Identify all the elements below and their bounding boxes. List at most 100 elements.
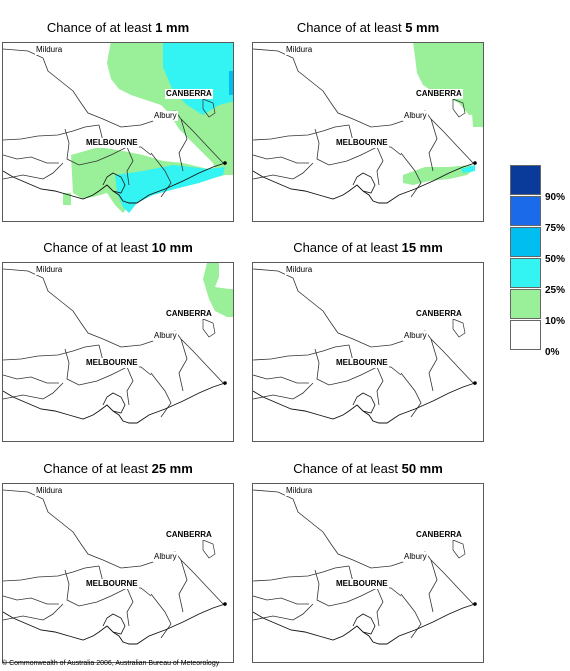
gabo-island-marker [473, 381, 477, 385]
legend-swatch-0 [510, 320, 541, 350]
city-label-canberra: CANBERRA [415, 89, 463, 99]
district-border [253, 489, 476, 607]
district-border [253, 344, 350, 361]
district-border [3, 268, 226, 386]
district-border [3, 603, 64, 621]
legend-swatch-25 [510, 258, 541, 288]
district-border [376, 366, 384, 406]
city-label-mildura: Mildura [285, 265, 314, 275]
coastline [253, 603, 476, 645]
city-label-canberra: CANBERRA [165, 530, 213, 540]
gabo-island-marker [223, 381, 227, 385]
district-border [253, 565, 350, 582]
district-border [428, 118, 438, 172]
city-label-canberra: CANBERRA [415, 309, 463, 319]
district-border [428, 559, 438, 613]
district-border [3, 48, 226, 166]
district-border [3, 489, 226, 607]
port-phillip-bay [352, 172, 376, 194]
district-border [3, 124, 100, 141]
city-label-canberra: CANBERRA [415, 530, 463, 540]
coastline [3, 382, 226, 424]
act-border [452, 539, 466, 559]
gabo-island-marker [223, 161, 227, 165]
port-phillip-bay [352, 613, 376, 635]
city-label-albury: Albury [153, 552, 178, 562]
gabo-island-marker [473, 602, 477, 606]
forecast-map: Mildura CANBERRA Albury MELBOURNE [2, 42, 234, 222]
panel-title: Chance of at least 1 mm [46, 20, 190, 35]
legend-swatch-50 [510, 227, 541, 257]
act-border [202, 318, 216, 338]
district-border [3, 162, 64, 180]
city-label-mildura: Mildura [285, 45, 314, 55]
district-border [3, 154, 59, 164]
panel-title: Chance of at least 10 mm [43, 240, 193, 255]
map-outline-svg [3, 489, 227, 645]
legend-swatch-75 [510, 196, 541, 226]
district-border [3, 374, 59, 384]
district-border [253, 48, 476, 166]
panel-title: Chance of at least 15 mm [293, 240, 443, 255]
coastline [3, 603, 226, 645]
act-border [202, 539, 216, 559]
map-outline-svg [253, 43, 483, 204]
map-outline-svg [253, 268, 477, 424]
city-label-mildura: Mildura [285, 486, 314, 496]
act-border [452, 98, 466, 118]
city-label-albury: Albury [153, 111, 178, 121]
forecast-map: Mildura CANBERRA Albury MELBOURNE [252, 262, 484, 442]
legend-label-75: 75% [545, 223, 566, 234]
legend-label-25: 25% [545, 285, 566, 296]
district-border [3, 595, 59, 605]
probability-zone-25 [115, 165, 225, 213]
district-border [400, 593, 422, 639]
district-border [126, 146, 134, 186]
panel-title: Chance of at least 5 mm [296, 20, 440, 35]
district-border [178, 118, 188, 172]
act-border [202, 98, 216, 118]
legend-swatch-10 [510, 289, 541, 319]
probability-legend: 90% 75% 50% 25% 10% 0% [510, 165, 570, 365]
city-label-canberra: CANBERRA [165, 309, 213, 319]
district-border [126, 587, 134, 627]
district-border [150, 372, 172, 418]
panel-title: Chance of at least 25 mm [43, 461, 193, 476]
probability-zone-10 [403, 165, 475, 185]
district-border [3, 382, 64, 400]
district-border [253, 154, 309, 164]
legend-label-0: 0% [545, 347, 560, 358]
legend-label-10: 10% [545, 316, 566, 327]
district-border [253, 603, 314, 621]
city-label-mildura: Mildura [35, 45, 64, 55]
probability-zone-10 [413, 43, 483, 115]
coastline [253, 382, 476, 424]
district-border [253, 382, 314, 400]
district-border [178, 338, 188, 392]
port-phillip-bay [102, 613, 126, 635]
district-border [126, 366, 134, 406]
forecast-map: Mildura CANBERRA Albury MELBOURNE [2, 262, 234, 442]
probability-zone-10 [63, 193, 71, 205]
act-border [452, 318, 466, 338]
gabo-island-marker [473, 161, 477, 165]
probability-zone-25 [461, 165, 475, 173]
city-label-albury: Albury [403, 111, 428, 121]
gabo-island-marker [223, 602, 227, 606]
city-label-canberra: CANBERRA [165, 89, 213, 99]
city-label-melbourne: MELBOURNE [335, 579, 389, 589]
district-border [253, 374, 309, 384]
city-label-melbourne: MELBOURNE [85, 579, 139, 589]
probability-zone-10 [471, 99, 483, 127]
probability-zone-50 [229, 71, 233, 95]
forecast-map: Mildura CANBERRA Albury MELBOURNE [252, 42, 484, 222]
map-outline-svg [3, 263, 233, 424]
map-outline-svg [3, 43, 233, 213]
city-label-albury: Albury [403, 552, 428, 562]
legend-label-50: 50% [545, 254, 566, 265]
district-border [253, 124, 350, 141]
district-border [253, 162, 314, 180]
city-label-mildura: Mildura [35, 265, 64, 275]
port-phillip-bay [102, 392, 126, 414]
district-border [376, 587, 384, 627]
